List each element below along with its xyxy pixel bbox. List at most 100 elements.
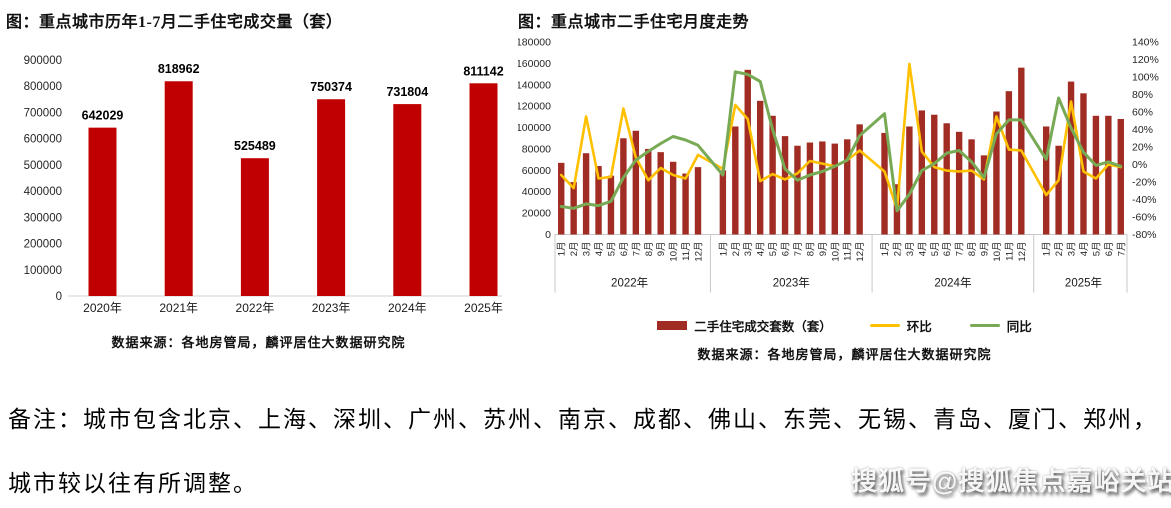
- bar-value-label: 811142: [463, 64, 503, 78]
- month-bar: [856, 124, 863, 235]
- left-y-tick-label: 300000: [24, 212, 62, 224]
- month-bar: [558, 162, 565, 235]
- month-bar: [620, 138, 627, 235]
- year-group-label: 2024年: [934, 276, 971, 290]
- month-tick-label: 2月: [1054, 242, 1065, 257]
- year-bar: [88, 127, 117, 297]
- right-chart-left-tick: 180000: [518, 37, 551, 49]
- month-bar: [906, 126, 913, 235]
- year-group-label: 2023年: [773, 276, 810, 290]
- month-tick-label: 6月: [942, 242, 953, 257]
- month-bar: [657, 152, 664, 235]
- legend-label-yoy: 同比: [1006, 320, 1032, 334]
- month-tick-label: 1月: [557, 242, 568, 257]
- month-bar: [931, 114, 938, 235]
- month-bar: [781, 136, 789, 235]
- month-bar: [1080, 93, 1087, 235]
- right-chart-right-tick: 60%: [1132, 107, 1153, 119]
- month-bar: [794, 145, 801, 235]
- month-tick-label: 3月: [1067, 242, 1078, 257]
- year-category-label: 2023年: [312, 301, 351, 315]
- month-bar: [1092, 115, 1100, 235]
- right-chart-left-tick: 20000: [522, 208, 551, 220]
- month-tick-label: 5月: [768, 242, 779, 257]
- month-bar: [682, 173, 689, 235]
- bar-value-label: 818962: [158, 62, 200, 76]
- year-bar: [164, 81, 193, 296]
- month-tick-label: 12月: [1017, 241, 1028, 261]
- legend-label-mom: 环比: [906, 320, 932, 334]
- month-tick-label: 11月: [843, 242, 854, 261]
- legend-item-bars: 二手住宅成交套数（套）: [657, 316, 832, 335]
- bar-value-label: 731804: [386, 85, 428, 99]
- month-bar: [694, 167, 702, 235]
- month-tick-label: 8月: [644, 242, 655, 257]
- month-bar: [756, 100, 764, 235]
- year-category-label: 2022年: [236, 301, 275, 315]
- month-bar: [1105, 115, 1112, 235]
- month-tick-label: 8月: [805, 242, 816, 257]
- month-tick-label: 1月: [718, 242, 729, 257]
- left-y-tick-label: 700000: [24, 107, 62, 119]
- right-chart-title: 图：重点城市二手住宅月度走势: [518, 14, 750, 31]
- bar-value-label: 525489: [234, 139, 276, 153]
- month-bar: [831, 143, 838, 235]
- monthly-trend-chart-section: 图：重点城市二手住宅月度走势 0 20000 40000 60000 80000 1000…: [518, 8, 1171, 363]
- month-bar: [881, 132, 888, 235]
- left-y-tick-label: 200000: [24, 239, 62, 251]
- bar-series-swatch: [657, 321, 688, 330]
- month-tick-label: 1月: [880, 242, 891, 257]
- monthly-trend-chart: 0 20000 40000 60000 80000 100000 120000 140000 1…: [518, 37, 1159, 293]
- bar-value-label: 750374: [310, 80, 352, 94]
- month-tick-label: 5月: [1091, 242, 1102, 257]
- month-tick-label: 12月: [855, 242, 866, 262]
- year-bar: [469, 83, 498, 296]
- left-chart-title: 图：重点城市历年1-7月二手住宅成交量（套）: [6, 14, 343, 31]
- month-tick-label: 4月: [756, 242, 767, 257]
- right-chart-left-tick: 0: [545, 229, 551, 241]
- month-bar: [632, 130, 640, 235]
- month-tick-label: 4月: [594, 242, 605, 257]
- right-chart-left-tick: 40000: [522, 186, 551, 198]
- right-chart-right-tick: 100%: [1132, 72, 1159, 84]
- month-tick-label: 9月: [818, 242, 829, 257]
- month-tick-label: 12月: [694, 242, 705, 262]
- left-y-tick-label: 0: [56, 291, 62, 303]
- left-y-tick-label: 600000: [24, 134, 62, 146]
- right-chart-left-tick: 140000: [518, 79, 551, 91]
- month-tick-label: 6月: [619, 242, 630, 257]
- year-category-label: 2020年: [83, 301, 122, 315]
- month-bar: [1005, 91, 1013, 235]
- month-bar: [744, 69, 751, 235]
- right-chart-left-tick: 60000: [522, 165, 551, 177]
- year-bar: [393, 104, 422, 296]
- note-line-1: 备注：城市包含北京、上海、深圳、广州、苏州、南京、成都、佛山、东莞、无锡、青岛、…: [8, 407, 1158, 432]
- year-category-label: 2021年: [159, 301, 198, 315]
- right-chart-left-tick: 120000: [518, 101, 551, 113]
- month-tick-label: 4月: [1079, 242, 1090, 257]
- month-tick-label: 7月: [955, 242, 966, 257]
- left-y-tick-label: 800000: [24, 81, 62, 93]
- right-chart-right-tick: 40%: [1132, 124, 1153, 136]
- month-bar: [1117, 119, 1124, 235]
- year-group-label: 2025年: [1065, 276, 1102, 290]
- month-bar: [980, 155, 988, 235]
- year-bar: [317, 99, 346, 296]
- month-bar: [844, 139, 851, 235]
- yoy-line-swatch: [969, 323, 1000, 328]
- right-chart-right-tick: 140%: [1132, 37, 1159, 49]
- month-bar: [1042, 126, 1050, 235]
- month-tick-label: 8月: [967, 242, 978, 257]
- month-bar: [669, 161, 677, 235]
- month-tick-label: 2月: [569, 242, 580, 257]
- month-bar: [595, 166, 602, 235]
- month-tick-label: 7月: [1116, 242, 1127, 257]
- month-bar: [607, 175, 615, 235]
- mom-line-swatch: [869, 323, 900, 328]
- legend-item-mom: 环比: [869, 316, 932, 335]
- month-tick-label: 5月: [930, 242, 941, 257]
- month-bar: [943, 123, 950, 235]
- month-bar: [1055, 145, 1062, 235]
- month-tick-label: 3月: [582, 242, 593, 257]
- month-bar: [582, 153, 590, 235]
